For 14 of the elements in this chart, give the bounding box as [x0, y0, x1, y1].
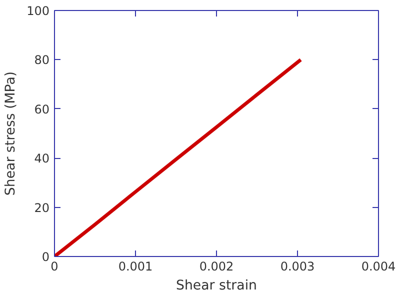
line-series: [54, 58, 302, 256]
y-tick-label: 80: [34, 53, 50, 68]
x-axis-title: Shear strain: [176, 278, 257, 294]
x-tick-label: 0.003: [280, 260, 315, 274]
y-tick-label: 100: [26, 4, 50, 18]
y-tick-label: 0: [42, 250, 50, 264]
x-tick-label: 0.002: [199, 260, 234, 274]
x-tick-label: 0: [50, 260, 58, 274]
x-tick-label: 0.004: [361, 260, 396, 274]
y-axis-title: Shear stress (MPa): [4, 71, 19, 196]
y-tick-label: 20: [34, 200, 50, 215]
y-tick-label: 40: [34, 152, 50, 166]
x-tick-label: 0.001: [118, 260, 153, 274]
y-tick-label: 60: [34, 102, 50, 116]
